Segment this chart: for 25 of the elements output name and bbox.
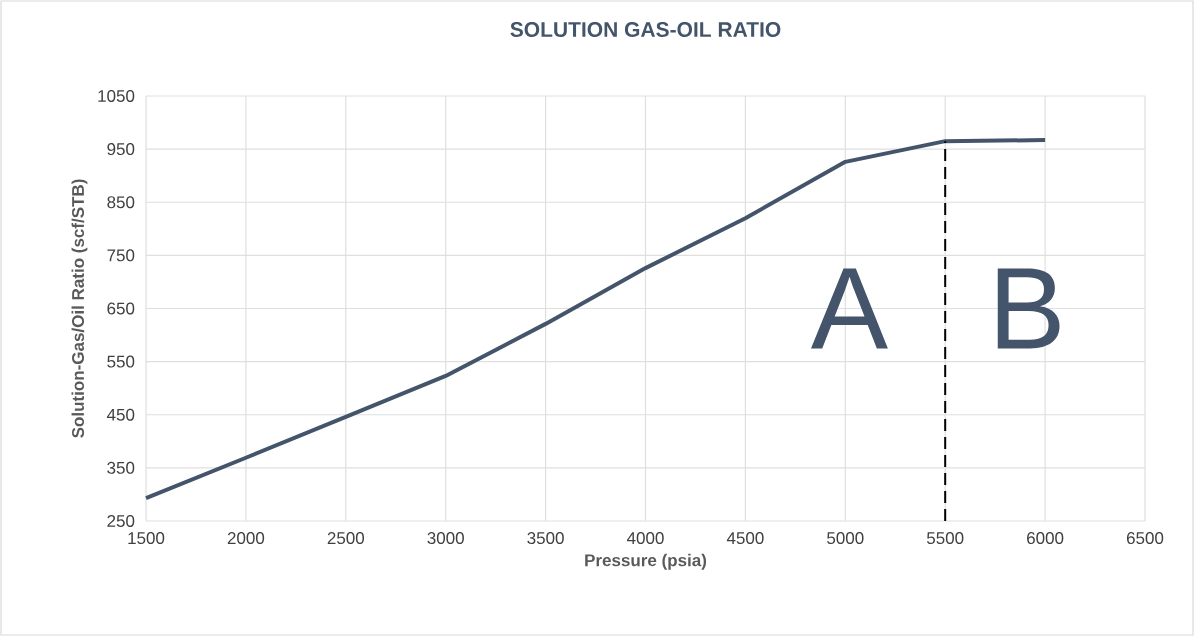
y-tick-label: 1050 — [98, 89, 135, 102]
x-tick-label: 3500 — [527, 532, 564, 545]
annotation: B — [997, 268, 1060, 349]
x-tick-label: 4000 — [626, 532, 664, 545]
x-tick-label: 6500 — [1126, 532, 1164, 545]
annotation: A — [810, 268, 888, 349]
x-tick-label: 2000 — [227, 532, 265, 545]
x-tick-label: 6000 — [1027, 532, 1064, 545]
y-tick-label: 750 — [107, 249, 135, 262]
y-tick-label: 450 — [106, 408, 135, 421]
y-tick-label: 250 — [107, 514, 135, 527]
y-tick-label: 850 — [107, 196, 135, 209]
x-tick-label: 3000 — [427, 532, 464, 545]
x-tick-label: 4500 — [726, 532, 764, 545]
y-tick-label: 550 — [107, 355, 135, 368]
y-tick-label: 650 — [107, 302, 135, 315]
x-tick-label: 5000 — [827, 532, 864, 545]
y-tick-label: 350 — [107, 461, 135, 474]
y-axis-title: Solution-Gas/Oil Ratio (scf/STB) — [71, 179, 88, 438]
x-axis-title: Pressure (psia) — [585, 553, 707, 570]
x-tick-label: 5500 — [926, 532, 964, 545]
y-tick-label: 950 — [107, 143, 135, 156]
chart-title: SOLUTION GAS-OIL RATIO — [510, 22, 781, 37]
x-tick-label: 2500 — [327, 532, 365, 545]
x-tick-label: 1500 — [128, 532, 165, 545]
